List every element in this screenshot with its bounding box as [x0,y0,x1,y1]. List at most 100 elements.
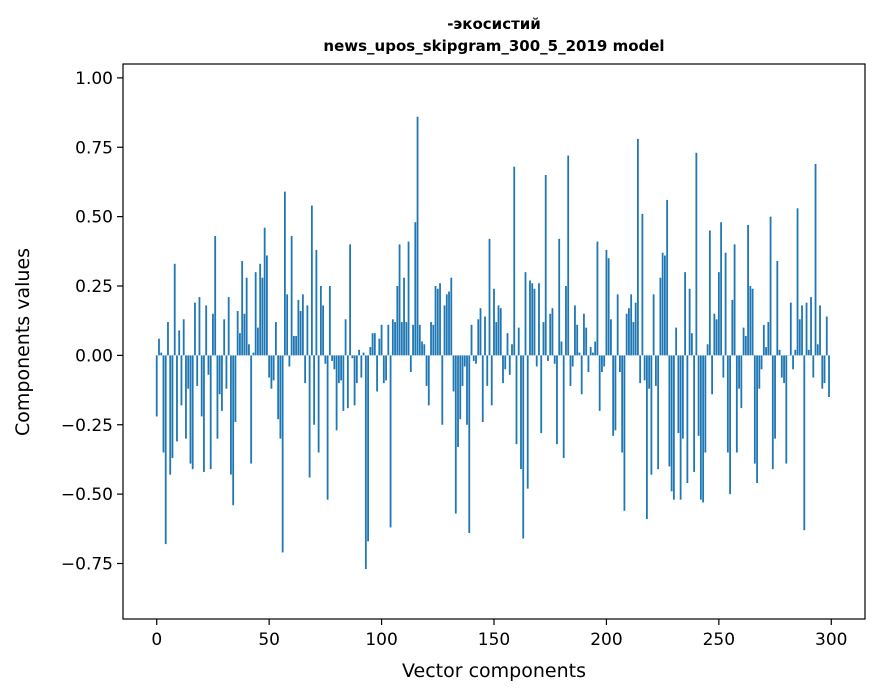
bar [513,166,516,356]
bar [441,355,444,425]
bar [243,313,246,356]
bar [378,338,381,356]
bar [198,297,201,356]
bar [286,294,289,356]
bar [209,355,212,470]
bar [475,355,477,364]
bar [367,355,369,542]
bar [499,308,502,356]
bar [634,302,637,356]
bar [619,355,621,373]
bar [239,333,241,356]
bar [816,344,819,356]
bar [544,175,547,356]
bar [632,322,635,356]
bar [704,355,707,453]
bar [681,355,684,439]
bar [290,236,293,356]
bar [542,322,545,356]
bar [191,355,194,470]
bar [605,249,608,356]
y-axis-ticks: −0.75 −0.50 −0.25 0.00 0.25 0.50 0.75 1.00 [61,69,123,575]
bar [230,355,232,475]
bar [684,272,687,356]
bar [484,316,486,356]
bar [801,305,803,356]
bar [400,322,403,356]
bar [407,241,410,356]
bar [308,355,311,478]
bar [693,355,696,472]
bar [301,294,304,356]
bar [454,355,457,514]
bar [735,355,738,453]
bar [436,288,439,356]
bar [371,333,374,356]
bar [164,355,167,545]
bar [443,305,446,356]
bar [648,355,651,389]
bar [418,324,421,356]
bar [603,355,606,367]
bar [398,244,401,356]
bar [506,333,509,356]
bar [430,322,432,356]
bar [477,319,480,356]
bar [567,155,570,356]
bar [823,355,826,384]
bar [403,277,405,356]
bar [607,258,610,356]
bar [335,355,338,431]
bar [828,355,830,398]
bar [659,277,662,356]
bar [194,302,196,356]
bar [180,355,183,406]
bar [733,244,736,356]
bar [306,305,309,356]
bar [778,349,781,356]
bar [686,355,689,484]
bar [315,249,318,356]
bar [810,297,812,356]
bar [493,288,495,356]
bar [511,344,513,356]
bar [351,355,354,359]
bar [432,324,435,356]
bar [216,355,219,439]
bar [292,335,295,356]
bar [479,308,482,356]
bar [277,355,280,420]
bar [268,355,271,378]
bar [414,222,417,356]
bar [578,352,581,356]
bar [182,319,185,356]
bar [751,288,754,356]
bar [571,355,574,367]
bar [623,355,626,511]
bar [794,349,797,356]
bar [805,302,808,356]
bar [612,355,615,436]
bar [551,308,554,356]
chart-title-line1: -экосистий [447,15,541,33]
bar [470,324,473,356]
bar [497,305,500,356]
y-tick-label: 0.25 [75,277,113,297]
bar [466,355,468,425]
bars-group [155,116,830,570]
bar [711,355,713,395]
bar [610,319,612,356]
bar [724,252,727,356]
bar [587,355,590,373]
bar [663,255,666,356]
bar [702,355,705,503]
bar [223,319,226,356]
bar [162,355,165,453]
bar [769,216,772,356]
bar [405,322,408,356]
bar [679,355,682,500]
bar [425,355,428,386]
bar [502,355,504,384]
bar [720,222,722,356]
